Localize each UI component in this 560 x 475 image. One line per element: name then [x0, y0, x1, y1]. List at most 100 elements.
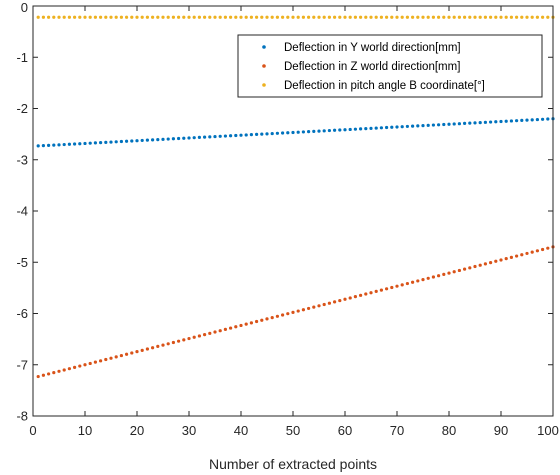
data-point	[338, 15, 342, 19]
data-point	[78, 142, 82, 146]
data-point	[177, 136, 181, 141]
data-point	[509, 119, 513, 123]
data-point	[171, 340, 175, 345]
data-point	[197, 334, 201, 338]
data-point	[317, 304, 321, 308]
data-point	[239, 15, 243, 19]
data-point	[364, 292, 368, 296]
data-point	[546, 246, 550, 250]
data-point	[119, 353, 123, 358]
y-tick-label: 0	[21, 0, 28, 15]
data-point	[504, 119, 508, 123]
data-point	[421, 124, 425, 128]
data-point	[400, 283, 404, 287]
data-point	[343, 297, 347, 301]
data-point	[489, 260, 493, 265]
data-point	[390, 125, 394, 129]
data-point	[270, 15, 274, 19]
data-point	[411, 124, 415, 128]
data-point	[62, 15, 66, 19]
data-point	[535, 117, 540, 122]
data-point	[333, 128, 337, 132]
y-tick-label: -8	[16, 409, 28, 424]
x-tick-label: 10	[78, 423, 92, 438]
data-point	[67, 142, 71, 146]
data-point	[520, 15, 524, 19]
data-point	[379, 126, 383, 130]
data-point	[374, 126, 378, 130]
data-point	[322, 129, 326, 133]
data-point	[281, 131, 285, 135]
series-3	[36, 15, 555, 19]
data-point	[135, 139, 139, 143]
data-point	[83, 15, 87, 19]
data-point	[114, 15, 118, 19]
data-point	[343, 128, 347, 132]
data-point	[275, 131, 279, 135]
y-axis: 0 -1 -2 -3 -4 -5 -6 -7 -8	[16, 0, 553, 424]
data-point	[395, 125, 399, 129]
data-point	[187, 136, 191, 140]
data-point	[452, 15, 456, 19]
data-point	[151, 138, 155, 142]
data-point	[229, 15, 233, 19]
data-point	[260, 15, 264, 19]
data-point	[364, 15, 368, 19]
data-point	[41, 373, 46, 377]
data-point	[515, 15, 519, 19]
data-point	[463, 15, 467, 19]
data-point	[213, 330, 217, 334]
data-point	[431, 15, 435, 19]
data-point	[166, 137, 170, 141]
data-point	[546, 15, 550, 19]
data-point	[353, 127, 357, 131]
data-point	[140, 138, 144, 143]
data-point	[62, 368, 66, 372]
data-point	[249, 321, 253, 325]
data-point	[99, 15, 103, 19]
data-point	[327, 128, 331, 133]
data-point	[530, 15, 534, 19]
data-point	[301, 15, 305, 19]
data-point	[447, 271, 451, 275]
x-tick-label: 40	[234, 423, 248, 438]
data-point	[265, 132, 269, 136]
data-point	[509, 255, 513, 259]
data-point	[78, 364, 82, 368]
data-point	[130, 139, 134, 143]
data-point	[473, 15, 477, 19]
data-point	[353, 15, 357, 19]
data-point	[73, 15, 77, 19]
data-point	[395, 284, 399, 288]
data-point	[192, 335, 196, 339]
data-point	[473, 121, 477, 125]
data-point	[109, 140, 113, 144]
data-point	[457, 15, 461, 19]
data-point	[192, 136, 196, 140]
data-point	[182, 15, 186, 19]
data-point	[234, 15, 238, 19]
data-point	[483, 120, 487, 124]
data-point	[229, 326, 233, 330]
data-point	[317, 15, 321, 19]
data-point	[270, 131, 274, 136]
x-axis-title: Number of extracted points	[209, 456, 377, 472]
data-point	[359, 127, 363, 131]
x-tick-label: 100	[537, 423, 559, 438]
y-tick-label: -4	[16, 204, 28, 219]
data-point	[379, 288, 383, 292]
x-tick-label: 50	[286, 423, 300, 438]
data-point	[156, 138, 160, 142]
data-point	[452, 122, 456, 126]
data-point	[229, 134, 233, 138]
data-point	[400, 125, 404, 129]
data-point	[385, 15, 389, 19]
data-point	[437, 274, 441, 278]
data-point	[281, 15, 285, 19]
data-point	[327, 301, 331, 305]
data-point	[52, 371, 56, 375]
data-point	[535, 249, 540, 253]
data-point	[171, 15, 175, 19]
data-point	[348, 127, 352, 132]
data-point	[416, 124, 420, 128]
